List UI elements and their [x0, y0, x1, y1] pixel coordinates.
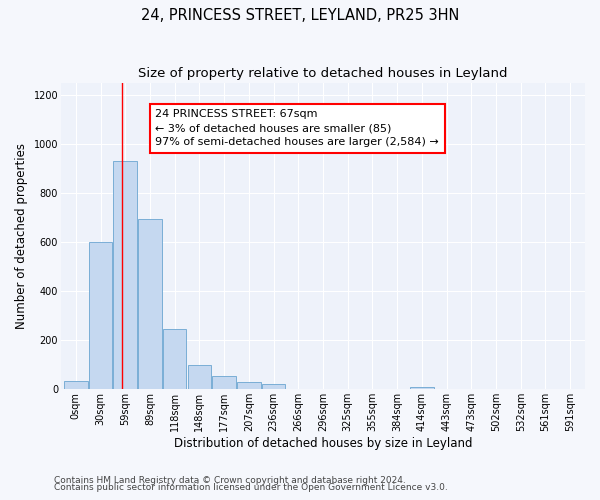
- Bar: [188, 365, 211, 390]
- Bar: [113, 162, 137, 390]
- X-axis label: Distribution of detached houses by size in Leyland: Distribution of detached houses by size …: [174, 437, 472, 450]
- Text: 24 PRINCESS STREET: 67sqm
← 3% of detached houses are smaller (85)
97% of semi-d: 24 PRINCESS STREET: 67sqm ← 3% of detach…: [155, 109, 439, 147]
- Text: Contains HM Land Registry data © Crown copyright and database right 2024.: Contains HM Land Registry data © Crown c…: [54, 476, 406, 485]
- Y-axis label: Number of detached properties: Number of detached properties: [15, 143, 28, 329]
- Bar: [138, 219, 161, 390]
- Title: Size of property relative to detached houses in Leyland: Size of property relative to detached ho…: [138, 68, 508, 80]
- Bar: [64, 380, 88, 390]
- Text: 24, PRINCESS STREET, LEYLAND, PR25 3HN: 24, PRINCESS STREET, LEYLAND, PR25 3HN: [141, 8, 459, 22]
- Text: Contains public sector information licensed under the Open Government Licence v3: Contains public sector information licen…: [54, 484, 448, 492]
- Bar: [89, 242, 112, 390]
- Bar: [237, 382, 260, 390]
- Bar: [262, 384, 285, 390]
- Bar: [410, 387, 434, 390]
- Bar: [212, 376, 236, 390]
- Bar: [163, 330, 187, 390]
